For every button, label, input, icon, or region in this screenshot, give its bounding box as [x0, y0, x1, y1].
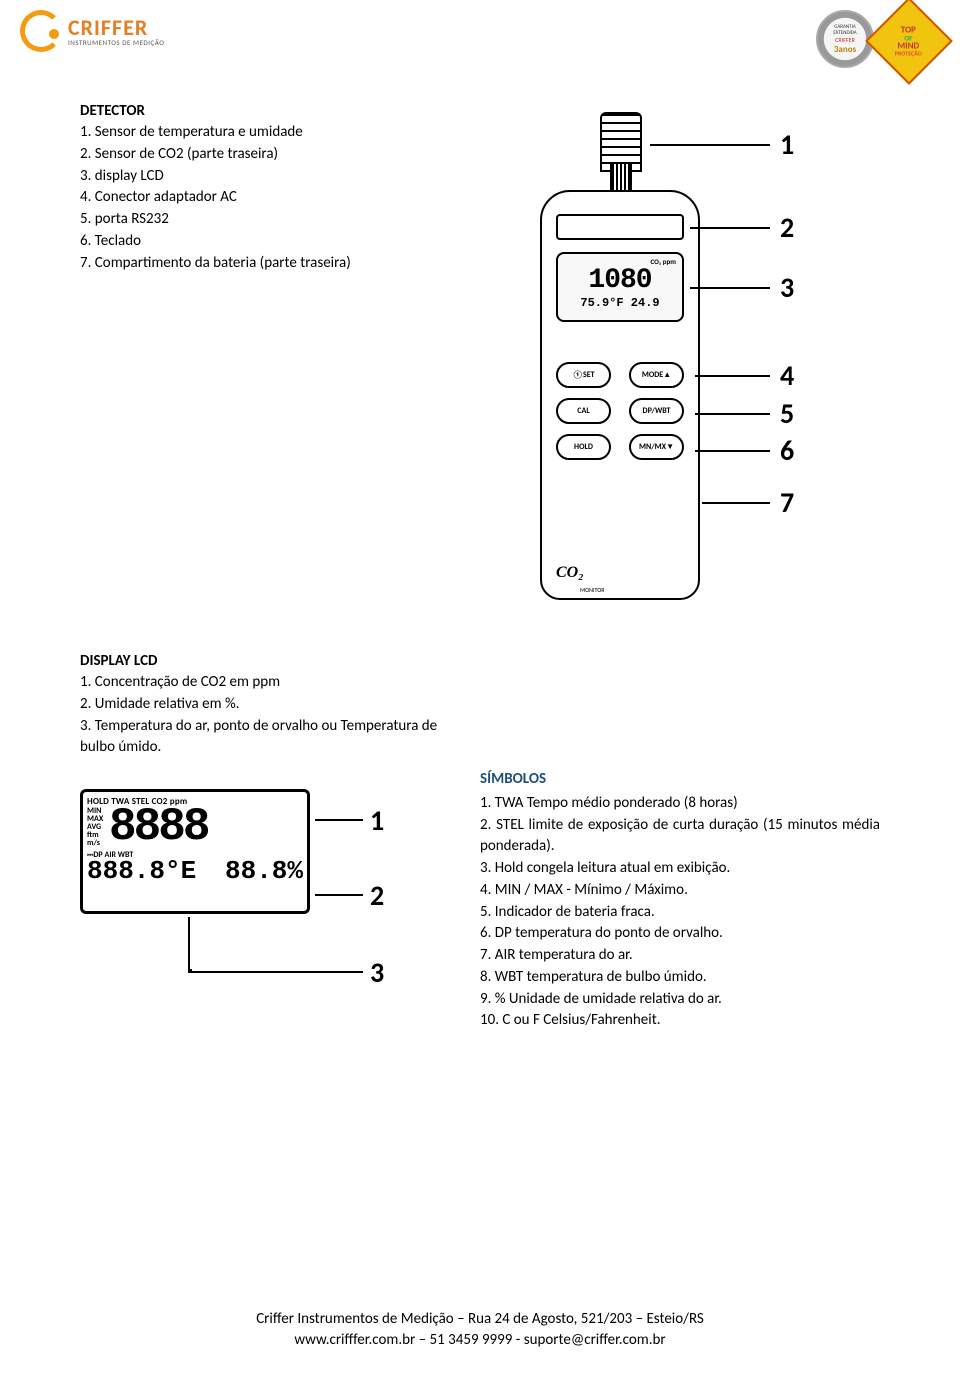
list-item: 9. % Unidade de umidade relativa do ar.: [480, 989, 880, 1011]
callout-number: 4: [780, 358, 794, 393]
device-diagram: CO₂ ppm 1080 75.9°F 24.9 ①SET MODE▲ CAL …: [480, 102, 840, 622]
callout-line: [690, 227, 770, 229]
simbolos-section: SÍMBOLOS 1. TWA Tempo médio ponderado (8…: [480, 769, 880, 1032]
callout-number: 1: [780, 127, 794, 162]
keypad-button: ①SET: [556, 362, 611, 388]
callout-line: [695, 450, 770, 452]
list-item: 3. display LCD: [80, 166, 460, 188]
device-model-sub: MONITOR: [580, 586, 604, 594]
device-keypad: ①SET MODE▲ CAL DP/WBT HOLD MN/MX▼: [556, 362, 684, 460]
keypad-button: CAL: [556, 398, 611, 424]
keypad-button: DP/WBT: [629, 398, 684, 424]
callout-line: [650, 144, 770, 146]
lcd-detail-box: HOLD TWA STEL CO2 ppm MIN MAX AVG ftm m/…: [80, 789, 310, 914]
callout-number: 6: [780, 433, 794, 468]
callout-number: 3: [370, 955, 384, 990]
list-item: 8. WBT temperatura de bulbo úmido.: [480, 967, 880, 989]
detector-section: DETECTOR 1. Sensor de temperatura e umid…: [80, 102, 460, 274]
detector-list: 1. Sensor de temperatura e umidade 2. Se…: [80, 122, 460, 274]
lcd-small-digits: 888.8°E 88.8%: [87, 860, 303, 883]
lcd-side-labels: MIN MAX AVG ftm m/s: [87, 807, 109, 848]
sensor-icon: [600, 112, 642, 172]
list-item: 5. Indicador de bateria fraca.: [480, 902, 880, 924]
list-item: 5. porta RS232: [80, 209, 460, 231]
callout-number: 5: [780, 396, 794, 431]
footer-line2: www.crifffer.com.br – 51 3459 9999 - sup…: [0, 1330, 960, 1351]
page-footer: Criffer Instrumentos de Medição – Rua 24…: [0, 1309, 960, 1351]
device-lcd: CO₂ ppm 1080 75.9°F 24.9: [556, 252, 684, 322]
list-item: 3. Hold congela leitura atual em exibiçã…: [480, 858, 880, 880]
keypad-button: HOLD: [556, 434, 611, 460]
keypad-button: MODE▲: [629, 362, 684, 388]
callout-number: 7: [780, 485, 794, 520]
list-item: 2. Umidade relativa em %.: [80, 694, 460, 716]
lcd-detail-diagram: HOLD TWA STEL CO2 ppm MIN MAX AVG ftm m/…: [80, 789, 400, 1009]
list-item: 1. Concentração de CO2 em ppm: [80, 672, 460, 694]
footer-line1: Criffer Instrumentos de Medição – Rua 24…: [0, 1309, 960, 1330]
device-model: CO₂: [556, 564, 584, 582]
header-badges: GARANTIA EXTENDIDA CRIFFER 3anos TOP OF …: [816, 10, 940, 72]
device-window: [556, 214, 684, 240]
page-header: CRIFFER INSTRUMENTOS DE MEDIÇÃO GARANTIA…: [0, 0, 960, 72]
callout-line: [188, 917, 190, 972]
list-item: 3. Temperatura do ar, ponto de orvalho o…: [80, 716, 460, 760]
logo-c-icon: [20, 10, 62, 52]
list-item: 2. STEL limite de exposição de curta dur…: [480, 815, 880, 859]
callout-number: 3: [780, 270, 794, 305]
callout-number: 1: [370, 803, 384, 838]
callout-line: [695, 375, 770, 377]
callout-number: 2: [370, 878, 384, 913]
logo-main-text: CRIFFER: [68, 17, 164, 39]
list-item: 10. C ou F Celsius/Fahrenheit.: [480, 1010, 880, 1032]
list-item: 2. Sensor de CO2 (parte traseira): [80, 144, 460, 166]
callout-number: 2: [780, 210, 794, 245]
list-item: 1. Sensor de temperatura e umidade: [80, 122, 460, 144]
callout-line: [702, 502, 770, 504]
callout-line: [188, 971, 363, 973]
lcd-big-digits: 8888: [109, 807, 207, 848]
list-item: 6. DP temperatura do ponto de orvalho.: [480, 923, 880, 945]
detector-title: DETECTOR: [80, 102, 460, 120]
callout-line: [690, 287, 770, 289]
list-item: 1. TWA Tempo médio ponderado (8 horas): [480, 793, 880, 815]
list-item: 6. Teclado: [80, 231, 460, 253]
keypad-button: MN/MX▼: [629, 434, 684, 460]
display-lcd-section: DISPLAY LCD 1. Concentração de CO2 em pp…: [80, 652, 460, 759]
list-item: 4. MIN / MAX - Mínimo / Máximo.: [480, 880, 880, 902]
callout-line: [695, 413, 770, 415]
list-item: 7. Compartimento da bateria (parte trase…: [80, 253, 460, 275]
list-item: 4. Conector adaptador AC: [80, 187, 460, 209]
list-item: 7. AIR temperatura do ar.: [480, 945, 880, 967]
display-lcd-list: 1. Concentração de CO2 em ppm 2. Umidade…: [80, 672, 460, 759]
simbolos-list: 1. TWA Tempo médio ponderado (8 horas) 2…: [480, 793, 880, 1032]
simbolos-title: SÍMBOLOS: [480, 769, 880, 791]
callout-line: [315, 894, 363, 896]
callout-line: [315, 819, 363, 821]
brand-logo: CRIFFER INSTRUMENTOS DE MEDIÇÃO: [20, 10, 164, 52]
display-lcd-title: DISPLAY LCD: [80, 652, 460, 670]
logo-sub-text: INSTRUMENTOS DE MEDIÇÃO: [68, 39, 164, 46]
